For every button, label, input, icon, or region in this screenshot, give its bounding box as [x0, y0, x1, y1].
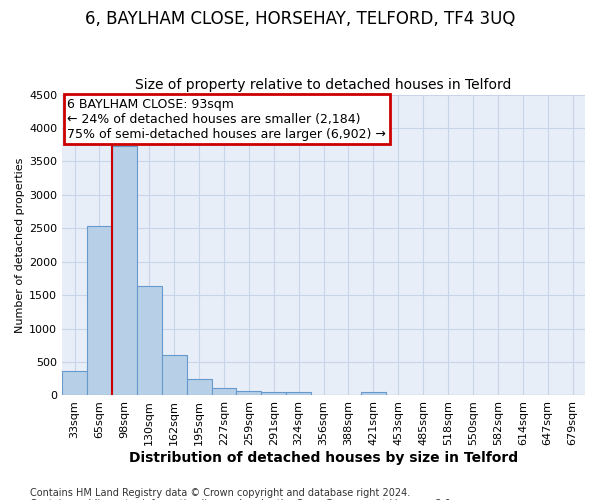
Text: 6 BAYLHAM CLOSE: 93sqm
← 24% of detached houses are smaller (2,184)
75% of semi-: 6 BAYLHAM CLOSE: 93sqm ← 24% of detached… — [67, 98, 386, 140]
Title: Size of property relative to detached houses in Telford: Size of property relative to detached ho… — [136, 78, 512, 92]
Bar — [361, 392, 386, 396]
Bar — [62, 370, 87, 396]
Bar — [137, 286, 162, 396]
Bar — [212, 388, 236, 396]
Bar — [112, 146, 137, 396]
Y-axis label: Number of detached properties: Number of detached properties — [15, 158, 25, 332]
Bar — [87, 226, 112, 396]
Text: Contains public sector information licensed under the Open Government Licence v3: Contains public sector information licen… — [30, 499, 454, 500]
Text: 6, BAYLHAM CLOSE, HORSEHAY, TELFORD, TF4 3UQ: 6, BAYLHAM CLOSE, HORSEHAY, TELFORD, TF4… — [85, 10, 515, 28]
Text: Contains HM Land Registry data © Crown copyright and database right 2024.: Contains HM Land Registry data © Crown c… — [30, 488, 410, 498]
Bar — [286, 392, 311, 396]
Bar — [187, 380, 212, 396]
Bar — [162, 356, 187, 396]
Bar — [262, 392, 286, 396]
Bar — [236, 392, 262, 396]
X-axis label: Distribution of detached houses by size in Telford: Distribution of detached houses by size … — [129, 451, 518, 465]
